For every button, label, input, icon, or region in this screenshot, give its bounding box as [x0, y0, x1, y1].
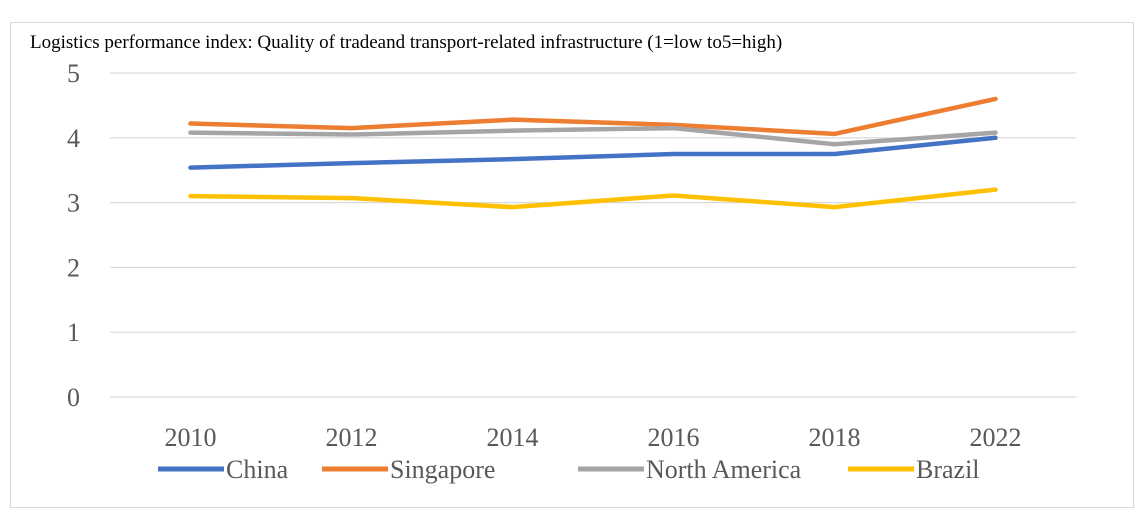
y-tick-label: 4	[67, 124, 80, 153]
x-tick-label: 2010	[165, 423, 217, 452]
x-tick-label: 2012	[326, 423, 378, 452]
series-line-singapore	[188, 96, 998, 137]
series-line-north-america	[188, 125, 998, 147]
chart-title: Logistics performance index: Quality of …	[30, 32, 783, 53]
series-line-china	[188, 135, 998, 170]
series-line-brazil	[188, 187, 998, 210]
legend-label: Singapore	[390, 455, 495, 484]
chart-frame	[10, 22, 1134, 508]
y-tick-label: 1	[67, 318, 80, 347]
x-tick-label: 2022	[970, 423, 1022, 452]
x-tick-label: 2016	[648, 423, 700, 452]
y-axis-ticks: 0 1 2 3 4 5	[67, 59, 80, 412]
x-axis-ticks: 2010 2012 2014 2016 2018 2022	[165, 423, 1022, 452]
legend-label: China	[226, 455, 289, 484]
gridlines	[110, 72, 1076, 398]
series-lines	[188, 96, 998, 210]
y-tick-label: 5	[67, 59, 80, 88]
legend: China Singapore North America Brazil	[158, 455, 980, 484]
y-tick-label: 2	[67, 253, 80, 282]
legend-label: North America	[646, 455, 802, 484]
legend-label: Brazil	[916, 455, 980, 484]
y-tick-label: 0	[67, 383, 80, 412]
x-tick-label: 2014	[487, 423, 539, 452]
x-tick-label: 2018	[809, 423, 861, 452]
y-tick-label: 3	[67, 189, 80, 218]
